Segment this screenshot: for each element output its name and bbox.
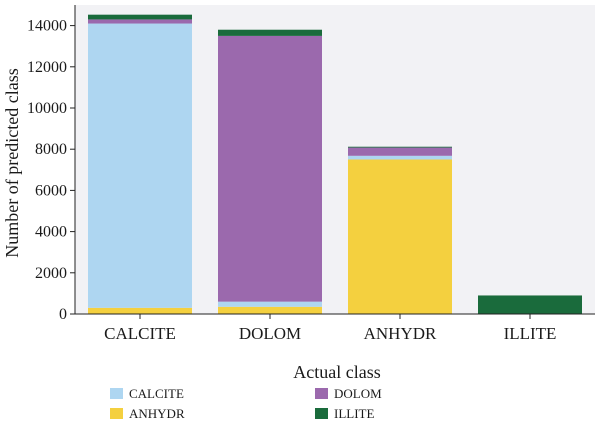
y-tick-label: 12000 <box>27 59 67 76</box>
y-tick-label: 8000 <box>35 141 67 158</box>
y-tick-label: 10000 <box>27 100 67 117</box>
bar-anhydr-calcite <box>348 155 452 160</box>
legend-swatch-illite <box>315 408 328 419</box>
bar-calcite-dolom <box>88 19 192 24</box>
x-tick-label-anhydr: ANHYDR <box>364 324 437 343</box>
legend-swatch-dolom <box>315 388 328 399</box>
legend: CALCITE ANHYDR DOLOM ILLITE <box>110 386 382 421</box>
legend-label-anhydr: ANHYDR <box>129 406 185 421</box>
bar-calcite-anhydr <box>88 307 192 314</box>
bar-anhydr-illite <box>348 146 452 148</box>
y-axis: 0 2000 4000 6000 8000 10000 12000 14000 <box>27 5 76 323</box>
legend-swatch-calcite <box>110 388 123 399</box>
y-tick-label: 14000 <box>27 18 67 35</box>
y-tick-label: 2000 <box>35 265 67 282</box>
bar-dolom-illite <box>218 29 322 36</box>
x-tick-label-dolom: DOLOM <box>239 324 301 343</box>
bar-dolom-dolom <box>218 35 322 302</box>
bars-group <box>88 14 582 314</box>
legend-label-illite: ILLITE <box>334 406 374 421</box>
bar-illite-illite <box>478 295 582 314</box>
x-tick-label-calcite: CALCITE <box>104 324 176 343</box>
x-axis-title: Actual class <box>293 362 380 382</box>
x-tick-label-illite: ILLITE <box>504 324 557 343</box>
bar-anhydr-dolom <box>348 147 452 156</box>
y-tick-label: 6000 <box>35 182 67 199</box>
bar-dolom-calcite <box>218 301 322 307</box>
legend-label-calcite: CALCITE <box>129 386 184 401</box>
legend-swatch-anhydr <box>110 408 123 419</box>
bar-calcite-calcite <box>88 23 192 308</box>
x-axis: CALCITE DOLOM ANHYDR ILLITE <box>75 313 595 343</box>
bar-calcite-illite <box>88 14 192 20</box>
bar-dolom-anhydr <box>218 306 322 314</box>
legend-label-dolom: DOLOM <box>334 386 382 401</box>
y-axis-title: Number of predicted class <box>2 68 22 257</box>
bar-anhydr-anhydr <box>348 159 452 314</box>
y-tick-label: 4000 <box>35 224 67 241</box>
y-tick-label: 0 <box>59 306 67 323</box>
